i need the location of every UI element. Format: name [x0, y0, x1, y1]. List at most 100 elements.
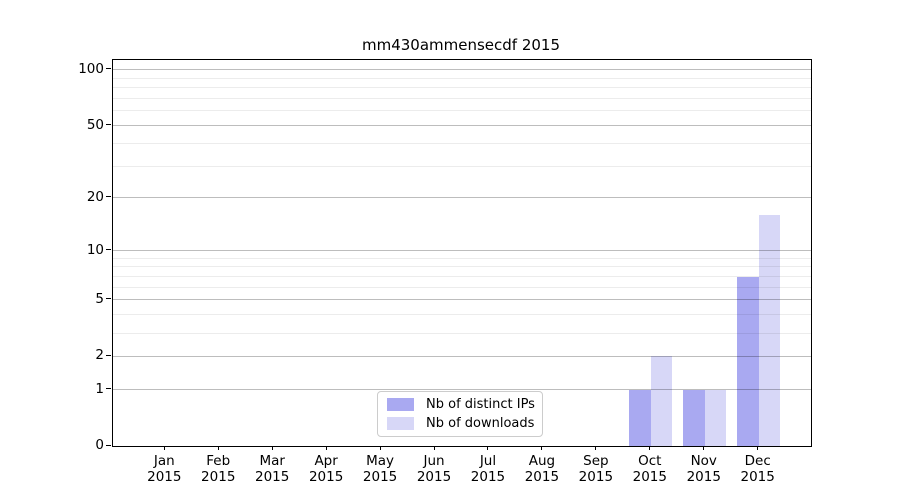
- y-tick-mark: [106, 196, 111, 198]
- x-tick-label: Nov 2015: [672, 453, 736, 485]
- x-tick-year: 2015: [740, 469, 775, 485]
- bar-nb-of-distinct-ips-oct: [629, 389, 651, 446]
- y-tick-mark: [106, 354, 111, 356]
- minor-gridline: [113, 314, 811, 316]
- x-tick-month: Feb: [206, 453, 231, 469]
- x-tick-year: 2015: [686, 469, 721, 485]
- y-tick-label: 1: [95, 380, 104, 397]
- major-gridline: [113, 389, 811, 390]
- x-tick-year: 2015: [578, 469, 614, 485]
- x-tick-mark: [541, 446, 543, 450]
- x-tick-label: Oct 2015: [618, 453, 682, 485]
- x-tick-month: Aug: [528, 453, 556, 469]
- x-tick-label: Sep 2015: [564, 453, 628, 485]
- x-tick-label: Aug 2015: [510, 453, 574, 485]
- y-tick-label: 5: [95, 290, 104, 307]
- x-tick-mark: [163, 446, 165, 450]
- x-tick-month: Dec: [744, 453, 771, 469]
- major-gridline: [113, 355, 811, 357]
- bar-nb-of-distinct-ips-dec: [737, 276, 759, 446]
- y-tick-label: 0: [95, 437, 104, 453]
- y-tick-mark: [106, 388, 111, 389]
- x-tick-mark: [487, 446, 489, 450]
- minor-gridline: [113, 276, 811, 278]
- x-tick-label: Jan 2015: [132, 453, 196, 485]
- x-tick-year: 2015: [416, 469, 452, 485]
- bars-layer: [113, 60, 811, 446]
- y-tick-label: 100: [78, 60, 104, 77]
- y-tick-label: 10: [86, 241, 104, 258]
- major-gridline: [113, 125, 811, 127]
- legend-label-distinct-ips: Nb of distinct IPs: [426, 396, 535, 412]
- x-tick-label: Dec 2015: [726, 453, 790, 485]
- major-gridline: [113, 250, 811, 252]
- minor-gridline: [113, 257, 811, 259]
- bar-nb-of-distinct-ips-nov: [683, 389, 705, 446]
- x-tick-month: Apr: [314, 453, 338, 469]
- x-tick-mark: [703, 446, 705, 450]
- legend-item-distinct-ips: Nb of distinct IPs: [387, 396, 536, 413]
- x-tick-mark: [649, 446, 651, 450]
- x-tick-label: Jun 2015: [402, 453, 466, 485]
- x-tick-month: Jan: [153, 453, 175, 469]
- x-tick-year: 2015: [147, 469, 182, 485]
- x-tick-month: Sep: [583, 453, 609, 469]
- major-gridline: [113, 197, 811, 199]
- x-tick-mark: [217, 446, 219, 450]
- x-tick-month: May: [366, 453, 395, 469]
- y-tick-mark: [106, 298, 111, 300]
- legend: Nb of distinct IPs Nb of downloads: [377, 391, 543, 437]
- legend-swatch-distinct-ips-icon: [387, 397, 414, 411]
- x-tick-month: Mar: [259, 453, 285, 469]
- x-tick-label: Feb 2015: [186, 453, 250, 485]
- x-tick-year: 2015: [201, 469, 236, 485]
- x-tick-label: Jul 2015: [456, 453, 520, 485]
- x-tick-mark: [757, 446, 759, 450]
- bar-nb-of-downloads-oct: [650, 356, 673, 446]
- major-gridline: [113, 299, 811, 301]
- y-tick-label: 20: [86, 188, 104, 205]
- minor-gridline: [113, 266, 811, 268]
- y-tick-mark: [106, 124, 111, 126]
- minor-gridline: [113, 142, 811, 144]
- minor-gridline: [113, 332, 811, 334]
- x-tick-label: Mar 2015: [240, 453, 304, 485]
- x-tick-year: 2015: [632, 469, 667, 485]
- minor-gridline: [113, 98, 811, 100]
- grid-layer: [113, 60, 811, 446]
- legend-item-downloads: Nb of downloads: [387, 416, 536, 433]
- minor-gridline: [113, 286, 811, 288]
- legend-swatch-downloads-icon: [387, 417, 414, 431]
- y-tick-label: 50: [86, 116, 104, 133]
- y-tick-mark: [106, 444, 111, 446]
- x-tick-year: 2015: [308, 469, 344, 485]
- bar-nb-of-downloads-nov: [704, 389, 727, 446]
- major-gridline: [113, 69, 811, 71]
- minor-gridline: [113, 110, 811, 112]
- legend-label-downloads: Nb of downloads: [426, 416, 535, 432]
- plot-area: [112, 59, 812, 447]
- minor-gridline: [113, 87, 811, 89]
- x-tick-mark: [271, 446, 273, 450]
- x-tick-mark: [595, 446, 597, 450]
- y-tick-mark: [106, 68, 111, 70]
- x-tick-mark: [379, 446, 381, 450]
- x-tick-month: Nov: [690, 453, 717, 469]
- chart-title: mm430ammensecdf 2015: [361, 36, 561, 54]
- x-tick-year: 2015: [255, 469, 290, 485]
- minor-gridline: [113, 77, 811, 79]
- x-tick-mark: [325, 446, 327, 450]
- x-tick-month: Jun: [423, 453, 445, 469]
- y-tick-label: 2: [95, 347, 104, 364]
- x-tick-mark: [433, 446, 435, 450]
- minor-gridline: [113, 165, 811, 167]
- bar-nb-of-downloads-dec: [758, 215, 781, 446]
- x-tick-month: Oct: [638, 453, 662, 469]
- x-tick-year: 2015: [470, 469, 506, 485]
- x-tick-label: May 2015: [348, 453, 412, 485]
- x-tick-month: Jul: [479, 453, 497, 469]
- x-tick-label: Apr 2015: [294, 453, 358, 485]
- x-tick-year: 2015: [524, 469, 560, 485]
- x-tick-year: 2015: [362, 469, 398, 485]
